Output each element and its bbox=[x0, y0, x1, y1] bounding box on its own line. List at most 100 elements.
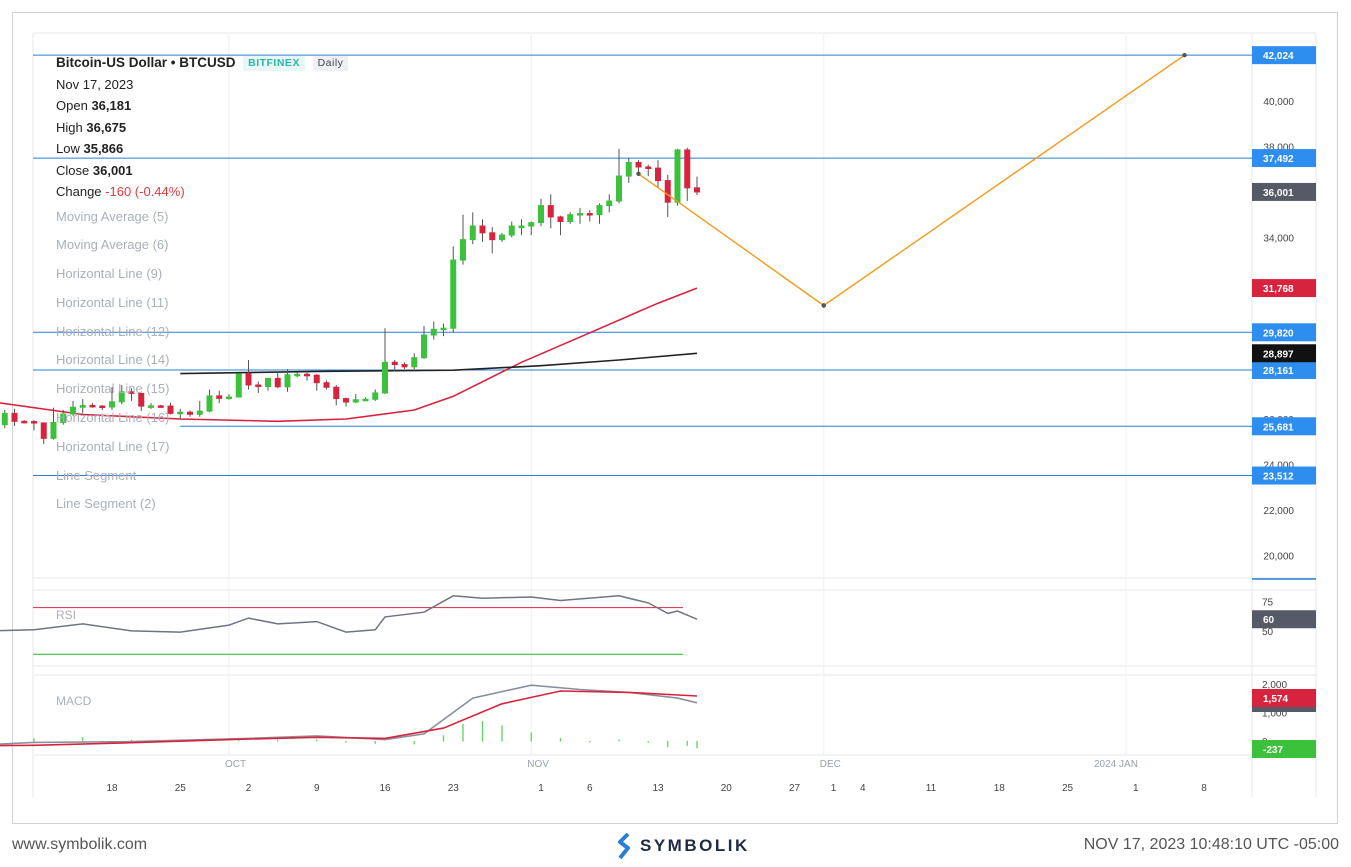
candle-down bbox=[664, 180, 671, 203]
macd-histogram-tag-label: -237 bbox=[1263, 745, 1283, 756]
candle-down bbox=[557, 216, 564, 222]
moving-average-line bbox=[0, 287, 698, 423]
value-price-tag-label: 31,768 bbox=[1263, 284, 1294, 295]
candle-up bbox=[60, 413, 67, 423]
study-item[interactable]: Horizontal Line (15) bbox=[56, 381, 170, 397]
candle-up bbox=[352, 399, 359, 403]
study-item[interactable]: Horizontal Line (12) bbox=[56, 323, 170, 339]
candle-down bbox=[547, 205, 554, 218]
hline-price-tag bbox=[1252, 149, 1316, 168]
rsi-value-tag bbox=[1252, 610, 1316, 629]
study-item[interactable]: Horizontal Line (17) bbox=[56, 438, 170, 454]
candle-up bbox=[284, 374, 291, 388]
candle-up bbox=[206, 395, 213, 412]
candle-down bbox=[255, 384, 262, 388]
study-item[interactable]: Horizontal Line (14) bbox=[56, 352, 170, 368]
hline-price-tag bbox=[1252, 360, 1316, 379]
change-value: Change -160 (-0.44%) bbox=[56, 184, 185, 199]
macd-signal-tag-label: 1,574 bbox=[1263, 694, 1288, 705]
open-value: Open 36,181 bbox=[56, 98, 132, 113]
day-label: 8 bbox=[1201, 783, 1207, 794]
candle-up bbox=[226, 396, 232, 400]
study-item[interactable]: Moving Average (6) bbox=[56, 237, 169, 253]
hline-price-tag bbox=[1252, 417, 1316, 436]
study-item[interactable]: Line Segment bbox=[56, 467, 137, 483]
candle-up bbox=[596, 205, 603, 216]
exchange-badge: BITFINEX bbox=[243, 56, 305, 71]
brand-logo: SYMBOLIK bbox=[616, 833, 750, 859]
day-label: 4 bbox=[860, 783, 866, 794]
day-label: 1 bbox=[1133, 783, 1139, 794]
value-price-tag-label: 36,001 bbox=[1263, 188, 1294, 199]
macd-line-tag bbox=[1252, 704, 1316, 712]
candle-up bbox=[499, 234, 505, 241]
candle-down bbox=[645, 166, 652, 169]
candle-up bbox=[538, 205, 544, 224]
candle-down bbox=[40, 422, 47, 439]
study-item[interactable]: Moving Average (5) bbox=[56, 208, 169, 224]
candle-up bbox=[469, 225, 476, 241]
candle-down bbox=[187, 411, 193, 415]
price-tick-label: 24,000 bbox=[1263, 460, 1294, 471]
candle-down bbox=[333, 386, 340, 400]
study-item[interactable]: Horizontal Line (9) bbox=[56, 266, 163, 282]
candle-down bbox=[313, 374, 320, 384]
hline-price-tag-label: 23,512 bbox=[1263, 472, 1294, 483]
macd-label[interactable]: MACD bbox=[56, 694, 92, 708]
candle-down bbox=[343, 398, 349, 403]
day-label: 2 bbox=[246, 783, 252, 794]
hline-price-tag-label: 37,492 bbox=[1263, 154, 1294, 165]
hline-price-tag bbox=[1252, 323, 1316, 342]
study-item[interactable]: Line Segment (2) bbox=[56, 496, 156, 512]
study-item[interactable]: Horizontal Line (16) bbox=[56, 410, 170, 426]
candle-up bbox=[460, 239, 466, 261]
candle-down bbox=[216, 395, 223, 399]
hline-price-tag bbox=[1252, 466, 1316, 485]
study-list: Moving Average (5) Moving Average (6) Ho… bbox=[56, 203, 348, 520]
hline-price-tag bbox=[1252, 46, 1316, 65]
candle-down bbox=[655, 167, 661, 182]
candle-up bbox=[450, 259, 457, 329]
month-label: 2024 JAN bbox=[1094, 759, 1138, 770]
day-label: 6 bbox=[587, 783, 593, 794]
brand-name: SYMBOLIK bbox=[640, 836, 750, 855]
timestamp: NOV 17, 2023 10:48:10 UTC -05:00 bbox=[1083, 836, 1339, 853]
candle-down bbox=[304, 373, 310, 377]
day-label: 20 bbox=[721, 783, 733, 794]
candle-up bbox=[50, 421, 57, 439]
candle-down bbox=[138, 392, 145, 407]
candle-down bbox=[245, 373, 252, 386]
day-label: 16 bbox=[379, 783, 391, 794]
macd-signal-line bbox=[0, 690, 698, 747]
candle-up bbox=[674, 149, 681, 203]
price-tick-label: 38,000 bbox=[1263, 143, 1294, 154]
rsi-tick-label: 50 bbox=[1262, 627, 1274, 638]
day-label: 25 bbox=[175, 783, 187, 794]
candle-up bbox=[118, 391, 125, 403]
study-item[interactable]: Horizontal Line (11) bbox=[56, 294, 169, 310]
candle-up bbox=[577, 213, 583, 216]
moving-average-line bbox=[180, 352, 698, 375]
candle-up bbox=[567, 214, 574, 222]
timeframe-badge[interactable]: Daily bbox=[312, 56, 349, 71]
candle-down bbox=[21, 420, 28, 424]
candle-down bbox=[401, 364, 408, 368]
macd-tick-label: 1,000 bbox=[1262, 708, 1287, 719]
price-tick-label: 22,000 bbox=[1263, 506, 1294, 517]
hline-price-tag-label: 42,024 bbox=[1263, 51, 1294, 62]
candle-down bbox=[479, 225, 486, 234]
price-tick-label: 40,000 bbox=[1263, 97, 1294, 108]
day-label: 1 bbox=[831, 783, 837, 794]
day-label: 27 bbox=[789, 783, 801, 794]
day-label: 9 bbox=[314, 783, 320, 794]
high-value: High 36,675 bbox=[56, 119, 127, 135]
site-link[interactable]: www.symbolik.com bbox=[12, 836, 148, 853]
candle-up bbox=[606, 200, 613, 207]
symbol-title[interactable]: Bitcoin-US Dollar • BTCUSD bbox=[56, 55, 236, 70]
price-tick-label: 34,000 bbox=[1263, 233, 1294, 244]
rsi-label[interactable]: RSI bbox=[56, 608, 77, 622]
candle-down bbox=[489, 232, 496, 241]
month-label: NOV bbox=[527, 759, 549, 770]
candle-down bbox=[157, 405, 164, 408]
